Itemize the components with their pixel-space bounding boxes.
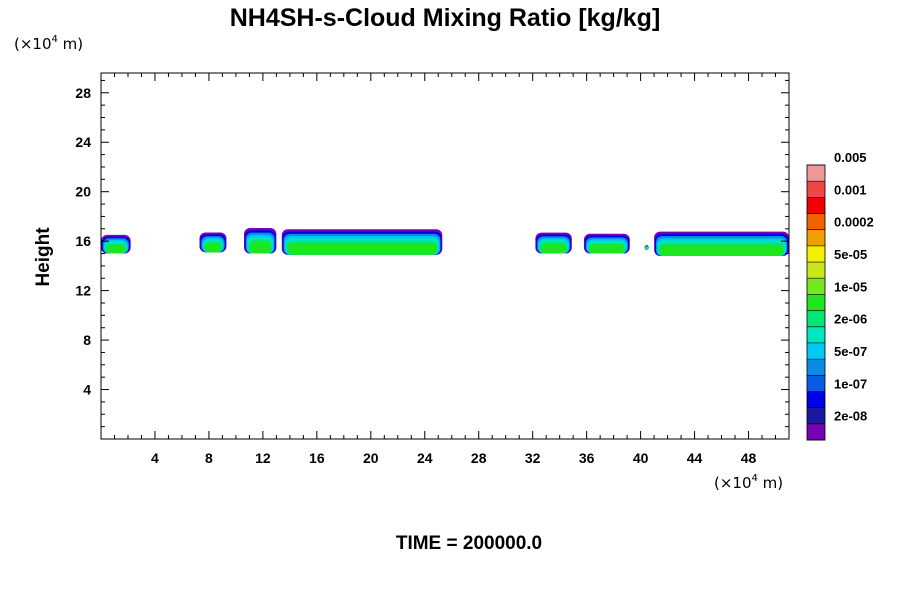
legend-label: 2e-06 (834, 312, 867, 327)
cloud-band (589, 244, 625, 254)
legend-swatch (807, 181, 825, 198)
x-tick-label: 4 (151, 450, 159, 466)
legend-frame (806, 164, 826, 441)
legend-swatch (807, 229, 825, 247)
y-axis-label: Height (33, 227, 54, 287)
y-tick-label: 24 (75, 134, 91, 150)
y-tick-label: 12 (75, 283, 91, 299)
legend-label: 1e-05 (834, 279, 867, 294)
cloud-band (249, 241, 271, 254)
plot-frame (100, 72, 790, 440)
legend-swatch (807, 407, 825, 425)
legend-swatch (807, 391, 825, 409)
cloud-band (106, 245, 126, 254)
legend-label: 0.005 (834, 150, 867, 165)
cloud-region (281, 229, 443, 255)
legend-swatch (807, 278, 825, 295)
x-tick-label: 20 (363, 450, 379, 466)
legend-swatch (807, 310, 825, 328)
chart-title: NH4SH-s-Cloud Mixing Ratio [kg/kg] (230, 4, 661, 32)
cloud-region (644, 245, 649, 250)
y-tick-label: 20 (75, 184, 91, 200)
x-axis-unit: (×104 m) (714, 473, 783, 492)
legend-swatch (807, 245, 825, 263)
cloud-region (101, 234, 131, 254)
y-tick-label: 16 (75, 233, 91, 249)
legend-swatch (807, 423, 825, 441)
x-tick-label: 48 (741, 450, 757, 466)
x-tick-label: 36 (579, 450, 595, 466)
color-legend: 2e-08 1e-07 5e-07 2e-06 1e-05 5e-05 0.0002 0.00… (806, 150, 874, 441)
cloud-region (583, 233, 630, 254)
legend-label: 5e-05 (834, 247, 867, 262)
legend-label: 0.001 (834, 182, 867, 197)
legend-swatch (807, 342, 825, 360)
legend-swatch (807, 294, 825, 312)
cloud-region (199, 232, 227, 253)
x-tick-label: 28 (471, 450, 487, 466)
x-tick-label: 12 (255, 450, 271, 466)
time-label: TIME = 200000.0 (396, 533, 542, 554)
legend-swatch (807, 326, 825, 344)
cloud-band (204, 243, 222, 253)
x-tick-label: 44 (687, 450, 703, 466)
y-tick-label: 8 (83, 332, 91, 348)
y-tick-label: 4 (83, 382, 91, 398)
x-tick-label: 40 (633, 450, 649, 466)
legend-label: 5e-07 (834, 344, 867, 359)
x-axis-ticks: 4 8 12 16 20 24 28 32 36 40 44 48 (113, 73, 777, 466)
x-tick-label: 32 (525, 450, 541, 466)
y-axis-ticks: 4 8 12 16 20 24 28 (75, 79, 789, 428)
legend-swatch (807, 375, 825, 392)
legend-swatch (807, 262, 825, 279)
cloud-region (654, 231, 789, 256)
legend-swatch (807, 359, 825, 376)
cloud-region (535, 232, 572, 254)
legend-label: 2e-08 (834, 409, 867, 424)
legend-label: 1e-07 (834, 376, 867, 391)
y-axis-unit: (×104 m) (14, 34, 83, 53)
x-tick-label: 16 (309, 450, 325, 466)
y-tick-label: 28 (75, 85, 91, 101)
cloud-band (659, 244, 784, 256)
cloud-regions (101, 227, 789, 256)
cloud-band (287, 243, 437, 255)
cloud-region (243, 227, 277, 254)
x-tick-label: 8 (205, 450, 213, 466)
cloud-band (540, 243, 567, 254)
x-tick-label: 24 (417, 450, 433, 466)
legend-swatch (807, 213, 825, 231)
legend-swatch (807, 197, 825, 215)
legend-swatch (807, 165, 825, 182)
legend-label: 0.0002 (834, 215, 874, 230)
cloud-band (645, 247, 648, 250)
